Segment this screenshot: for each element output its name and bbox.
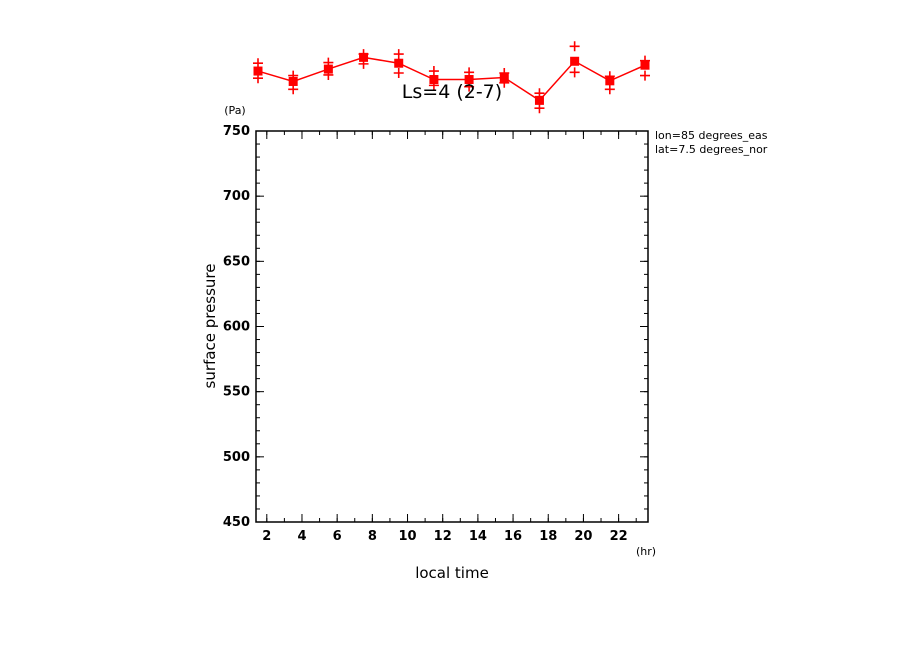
x-axis-title: local time <box>415 564 489 582</box>
lower-bound-marker <box>640 70 650 81</box>
y-tick-label: 750 <box>223 124 250 139</box>
lower-bound-marker <box>428 80 439 91</box>
data-point <box>253 66 263 76</box>
upper-bound-marker <box>604 71 615 82</box>
x-tick-label: 2 <box>262 529 271 544</box>
lower-bound-marker <box>534 103 545 114</box>
lower-bound-marker <box>253 73 263 84</box>
plot-frame <box>255 130 649 523</box>
lower-bound-marker <box>464 81 475 92</box>
x-tick-label: 12 <box>434 529 452 544</box>
x-tick-label: 8 <box>368 529 377 544</box>
lower-bound-marker <box>323 69 334 80</box>
x-tick-label: 20 <box>574 529 592 544</box>
upper-bound-marker <box>323 57 334 68</box>
upper-bound-marker <box>393 49 404 60</box>
upper-bound-marker <box>428 66 439 77</box>
data-point <box>288 76 298 86</box>
data-point <box>429 75 439 85</box>
lower-bound-marker <box>569 67 580 78</box>
upper-bound-marker <box>464 67 475 78</box>
chart-title: Ls=4 (2-7) <box>402 81 502 103</box>
data-point <box>323 64 333 74</box>
upper-bound-marker <box>253 58 263 69</box>
lower-bound-marker <box>604 84 615 95</box>
x-tick-label: 10 <box>398 529 416 544</box>
data-point <box>570 56 580 66</box>
y-tick-label: 500 <box>223 450 250 465</box>
data-point <box>534 95 544 105</box>
upper-bound-marker <box>569 41 580 52</box>
y-tick-label: 600 <box>223 320 250 335</box>
y-tick-label: 450 <box>223 515 250 530</box>
data-point <box>394 58 404 68</box>
x-tick-label: 14 <box>469 529 487 544</box>
upper-bound-marker <box>358 49 369 60</box>
x-tick-label: 6 <box>333 529 342 544</box>
x-tick-label: 22 <box>610 529 628 544</box>
lower-bound-marker <box>499 77 510 88</box>
y-unit-label: (Pa) <box>224 104 245 117</box>
lower-bound-marker <box>358 58 369 69</box>
series-layer <box>253 41 650 114</box>
series-line <box>257 56 646 102</box>
upper-bound-marker <box>534 88 545 99</box>
lower-bound-marker <box>393 68 404 79</box>
y-axis-title: surface pressure <box>201 264 219 389</box>
x-tick-label: 18 <box>539 529 557 544</box>
y-tick-label: 550 <box>223 385 250 400</box>
lower-bound-marker <box>288 84 299 95</box>
x-tick-label: 4 <box>297 529 306 544</box>
upper-bound-marker <box>288 70 299 81</box>
y-tick-label: 700 <box>223 189 250 204</box>
y-tick-label: 650 <box>223 254 250 269</box>
upper-bound-marker <box>499 68 510 79</box>
upper-bound-marker <box>640 55 650 66</box>
x-tick-label: 16 <box>504 529 522 544</box>
ticks-layer: 450 500 550 600 650 700 750 2 4 6 8 10 12 14 16 18 20 22 <box>223 124 648 544</box>
x-unit-label: (hr) <box>636 545 656 558</box>
data-point <box>464 75 474 85</box>
annotation-lon: lon=85 degrees_eas <box>655 129 768 142</box>
annotation-lat: lat=7.5 degrees_nor <box>655 143 768 156</box>
